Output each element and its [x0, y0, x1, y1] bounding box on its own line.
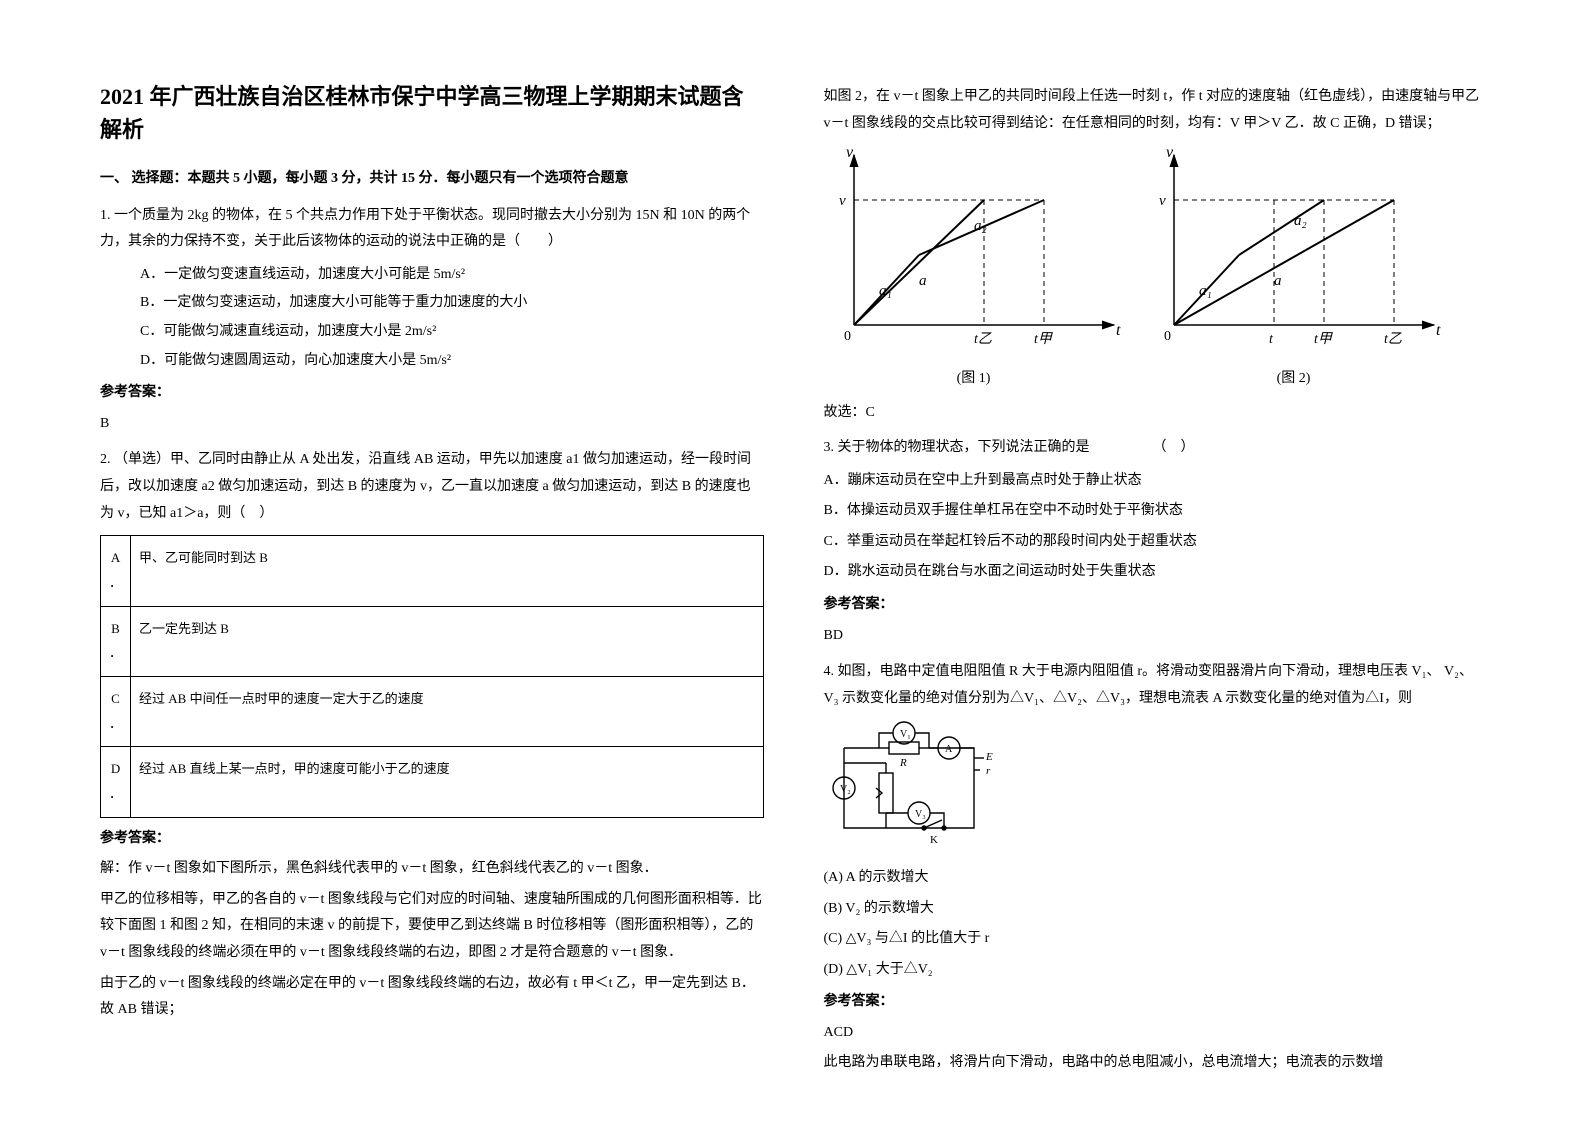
q1-answer: B: [100, 411, 764, 438]
svg-text:a: a: [1274, 273, 1282, 289]
q2-answer-label: 参考答案：: [100, 826, 764, 853]
svg-text:R: R: [899, 757, 907, 769]
svg-text:t: t: [1436, 322, 1441, 339]
svg-text:K: K: [930, 834, 938, 846]
svg-text:E: E: [985, 751, 993, 763]
q1-option-b: B．一定做匀变速运动，加速度大小可能等于重力加速度的大小: [140, 290, 764, 317]
q3-option-b: B．体操运动员双手握住单杠吊在空中不动时处于平衡状态: [824, 498, 1488, 525]
q4-option-b: (B) V₂ 的示数增大: [824, 896, 1488, 923]
svg-text:V₂: V₂: [840, 784, 851, 795]
q4-answer-label: 参考答案：: [824, 989, 1488, 1016]
q3-answer: BD: [824, 623, 1488, 650]
opt-text: 经过 AB 直线上某一点时，甲的速度可能小于乙的速度: [131, 747, 763, 817]
vt-graph-2: v t 0 v a₁ a a₂ t t甲 t乙: [1144, 145, 1444, 355]
q1-option-a: A．一定做匀变速直线运动，加速度大小可能是 5m/s²: [140, 262, 764, 289]
q3-option-c: C．举重运动员在举起杠铃后不动的那段时间内处于超重状态: [824, 529, 1488, 556]
fig2-label: (图 2): [1144, 366, 1444, 393]
q1-stem: 1. 一个质量为 2kg 的物体，在 5 个共点力作用下处于平衡状态。现同时撤去…: [100, 203, 764, 256]
svg-text:a₁: a₁: [1199, 283, 1212, 299]
svg-text:a₂: a₂: [974, 218, 987, 234]
table-row: A． 甲、乙可能同时到达 B: [101, 536, 764, 606]
q4-option-c: (C) △V₃ 与△I 的比值大于 r: [824, 926, 1488, 953]
q3-answer-label: 参考答案：: [824, 592, 1488, 619]
q2-expl-2: 甲乙的位移相等，甲乙的各自的 v－t 图象线段与它们对应的时间轴、速度轴所围成的…: [100, 887, 764, 967]
q3-option-a: A．蹦床运动员在空中上升到最高点时处于静止状态: [824, 468, 1488, 495]
q3-option-d: D．跳水运动员在跳台与水面之间运动时处于失重状态: [824, 559, 1488, 586]
q4-answer: ACD: [824, 1020, 1488, 1047]
q1-answer-label: 参考答案：: [100, 380, 764, 407]
q3-stem: 3. 关于物体的物理状态，下列说法正确的是 （ ）: [824, 435, 1488, 462]
opt-letter: C．: [101, 676, 131, 746]
opt-text: 经过 AB 中间任一点时甲的速度一定大于乙的速度: [131, 676, 763, 746]
q4-expl: 此电路为串联电路，将滑片向下滑动，电路中的总电阻减小，总电流增大；电流表的示数增: [824, 1050, 1488, 1077]
right-column: 如图 2，在 v－t 图象上甲乙的共同时间段上任选一时刻 t，作 t 对应的速度…: [824, 80, 1488, 1082]
svg-text:t甲: t甲: [1034, 332, 1053, 347]
q2-figures: v t 0 v a₁ a a₂ t乙 t甲 (图 1): [824, 145, 1488, 392]
q1-option-d: D．可能做匀速圆周运动，向心加速度大小是 5m/s²: [140, 348, 764, 375]
svg-text:a₂: a₂: [1294, 213, 1307, 229]
table-row: C． 经过 AB 中间任一点时甲的速度一定大于乙的速度: [101, 676, 764, 746]
svg-text:r: r: [986, 765, 991, 777]
svg-text:t甲: t甲: [1314, 332, 1333, 347]
svg-text:v: v: [1159, 193, 1166, 209]
fig1-wrap: v t 0 v a₁ a a₂ t乙 t甲 (图 1): [824, 145, 1124, 392]
svg-text:V₃: V₃: [915, 809, 926, 820]
opt-text: 乙一定先到达 B: [131, 606, 763, 676]
svg-text:A: A: [945, 744, 953, 755]
svg-text:V₁: V₁: [900, 729, 911, 740]
opt-letter: D．: [101, 747, 131, 817]
section-heading: 一、 选择题：本题共 5 小题，每小题 3 分，共计 15 分．每小题只有一个选…: [100, 166, 764, 193]
svg-text:t: t: [1269, 332, 1274, 347]
circuit-diagram: V₁ V₂ V₃ A R E r K: [824, 718, 1004, 848]
svg-text:t: t: [1116, 322, 1121, 339]
q2-expl-1: 解：作 v－t 图象如下图所示，黑色斜线代表甲的 v－t 图象，红色斜线代表乙的…: [100, 856, 764, 883]
svg-text:a: a: [919, 273, 927, 289]
svg-text:v: v: [839, 193, 846, 209]
svg-text:0: 0: [1164, 329, 1171, 344]
q2-stem: 2. （单选）甲、乙同时由静止从 A 处出发，沿直线 AB 运动，甲先以加速度 …: [100, 447, 764, 527]
q4-stem: 4. 如图，电路中定值电阻阻值 R 大于电源内阻阻值 r。将滑动变阻器滑片向下滑…: [824, 659, 1488, 712]
opt-letter: B．: [101, 606, 131, 676]
q2-choice: 故选：C: [824, 400, 1488, 427]
vt-graph-1: v t 0 v a₁ a a₂ t乙 t甲: [824, 145, 1124, 355]
svg-text:v: v: [846, 145, 854, 161]
svg-text:t乙: t乙: [1384, 332, 1402, 347]
q4-circuit: V₁ V₂ V₃ A R E r K: [824, 718, 1488, 859]
fig2-wrap: v t 0 v a₁ a a₂ t t甲 t乙 (: [1144, 145, 1444, 392]
table-row: B． 乙一定先到达 B: [101, 606, 764, 676]
q1-option-c: C．可能做匀减速直线运动，加速度大小是 2m/s²: [140, 319, 764, 346]
q4-option-d: (D) △V₁ 大于△V₂: [824, 957, 1488, 984]
svg-text:a₁: a₁: [879, 283, 892, 299]
q1-options: A．一定做匀变速直线运动，加速度大小可能是 5m/s² B．一定做匀变速运动，加…: [140, 262, 764, 374]
page-title: 2021 年广西壮族自治区桂林市保宁中学高三物理上学期期末试题含解析: [100, 80, 764, 146]
q2-expl-4: 如图 2，在 v－t 图象上甲乙的共同时间段上任选一时刻 t，作 t 对应的速度…: [824, 84, 1488, 137]
fig1-label: (图 1): [824, 366, 1124, 393]
opt-text: 甲、乙可能同时到达 B: [131, 536, 763, 606]
svg-text:0: 0: [844, 329, 851, 344]
svg-text:t乙: t乙: [974, 332, 992, 347]
opt-letter: A．: [101, 536, 131, 606]
q4-option-a: (A) A 的示数增大: [824, 865, 1488, 892]
left-column: 2021 年广西壮族自治区桂林市保宁中学高三物理上学期期末试题含解析 一、 选择…: [100, 80, 764, 1082]
table-row: D． 经过 AB 直线上某一点时，甲的速度可能小于乙的速度: [101, 747, 764, 817]
svg-text:v: v: [1166, 145, 1174, 161]
q2-option-table: A． 甲、乙可能同时到达 B B． 乙一定先到达 B C． 经过 AB 中间任一…: [100, 535, 764, 818]
q2-expl-3: 由于乙的 v－t 图象线段的终端必定在甲的 v－t 图象线段终端的右边，故必有 …: [100, 971, 764, 1024]
